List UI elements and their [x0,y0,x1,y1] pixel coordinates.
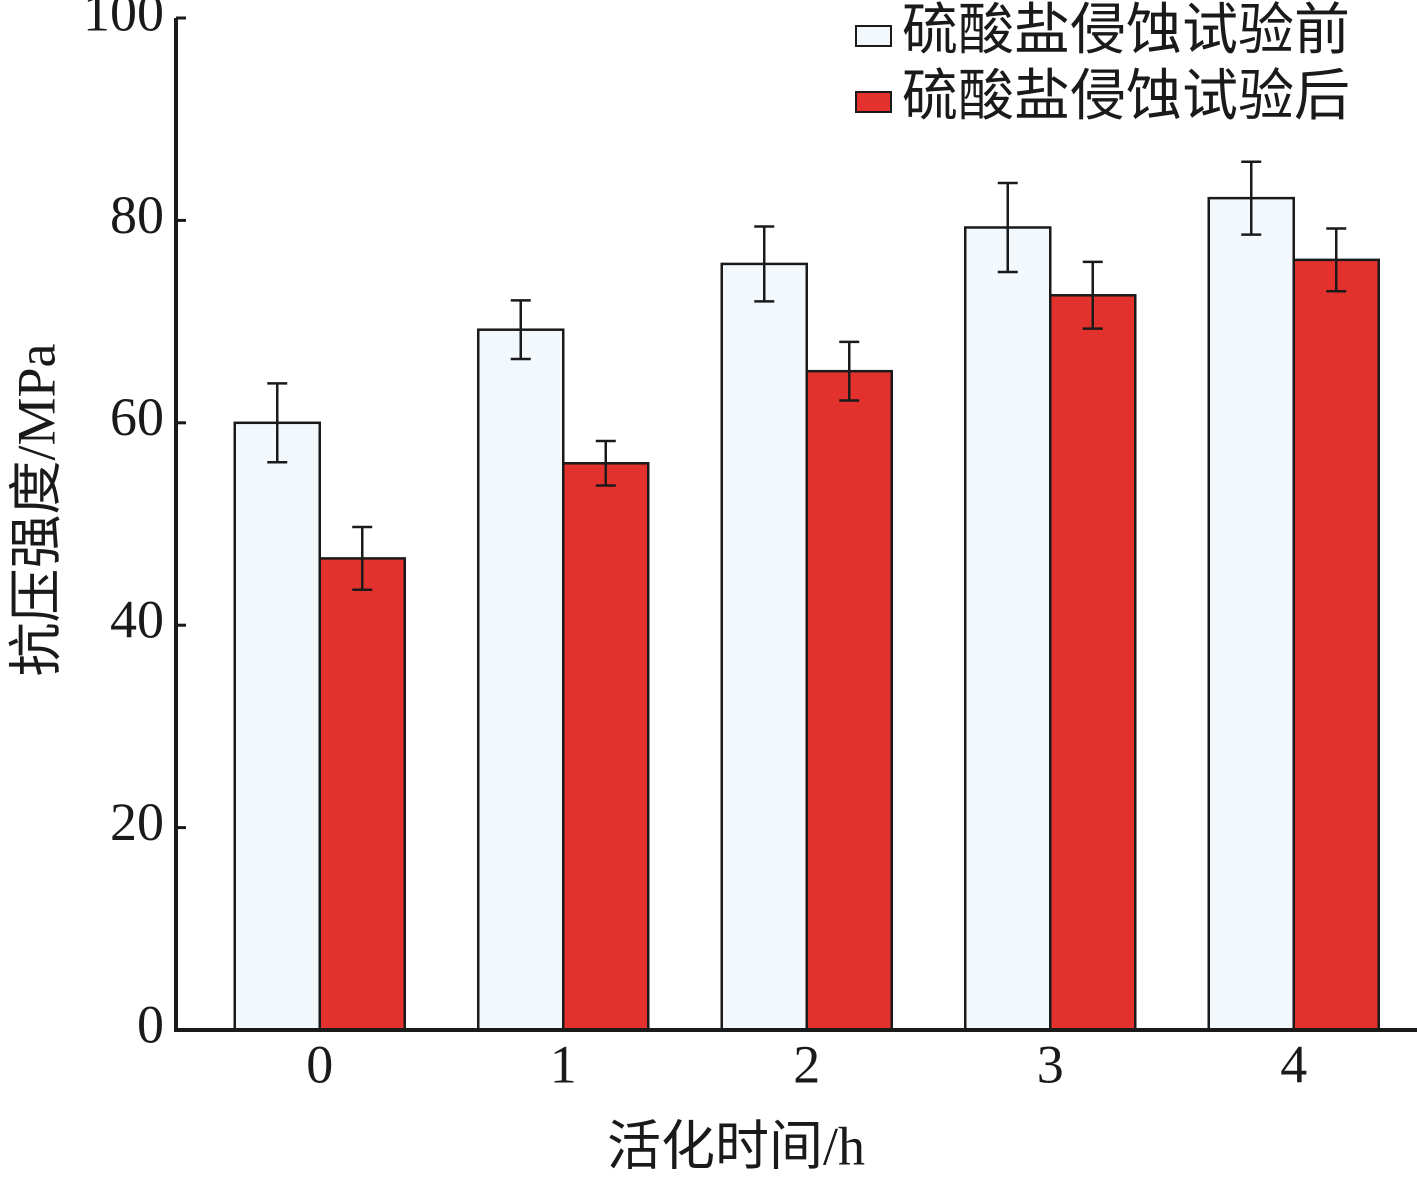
legend-swatch [855,25,892,47]
x-tick-label: 2 [793,1034,820,1094]
bar [1207,196,1295,1032]
x-axis-label: 活化时间/h [607,1116,865,1176]
bar [233,421,321,1032]
legend-swatch [855,91,892,113]
x-tick-label: 3 [1037,1034,1064,1094]
y-tick-label: 40 [110,590,164,650]
bar [562,462,650,1032]
x-tick-label: 4 [1280,1034,1307,1094]
y-tick-label: 20 [110,792,164,852]
legend-label: 硫酸盐侵蚀试验前 [902,0,1350,62]
y-tick-label: 100 [83,0,164,42]
y-tick-label: 60 [110,387,164,447]
x-tick-label: 1 [550,1034,577,1094]
bar [964,226,1052,1032]
bar [477,328,565,1032]
bar [318,557,406,1032]
bar [720,262,808,1032]
bar [1292,258,1380,1032]
bar [805,369,893,1032]
y-tick-label: 0 [137,994,164,1054]
y-axis-label: 抗压强度/MPa [6,343,66,676]
y-tick-label: 80 [110,185,164,245]
legend-label: 硫酸盐侵蚀试验后 [902,66,1350,128]
bar [1049,294,1137,1032]
x-tick-label: 0 [306,1034,333,1094]
